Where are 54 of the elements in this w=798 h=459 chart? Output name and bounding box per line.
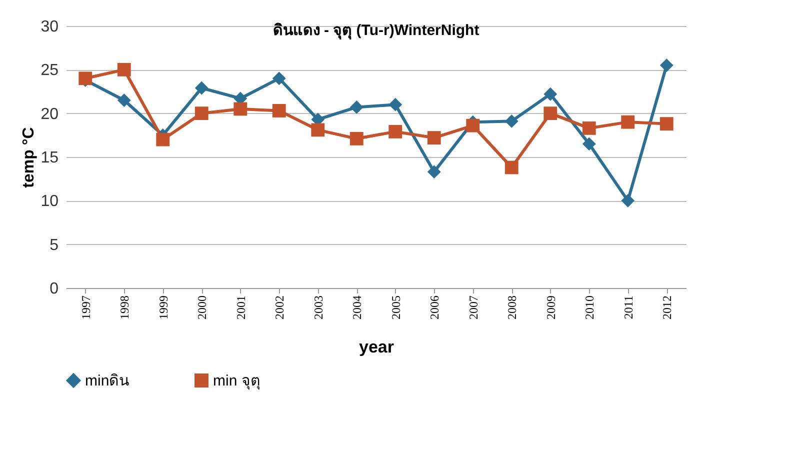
x-tick-label: 2011	[621, 296, 636, 320]
point	[621, 194, 635, 208]
x-tick-label: 1999	[156, 296, 170, 320]
point	[544, 106, 558, 120]
point	[504, 160, 518, 174]
point	[621, 115, 635, 129]
x-tick-label: 2005	[388, 296, 403, 320]
y-tick-label: 25	[40, 62, 59, 80]
y-tick-label: 30	[40, 18, 59, 36]
x-tick-label: 2009	[544, 296, 558, 320]
x-tick-label: 2010	[582, 296, 597, 320]
x-tick-label: 2004	[350, 296, 364, 320]
point	[388, 98, 402, 112]
point	[427, 131, 441, 144]
legend-label: minดิน	[85, 372, 130, 390]
y-tick-label: 15	[40, 150, 59, 166]
point	[117, 62, 131, 76]
point	[272, 72, 286, 86]
point	[311, 123, 325, 137]
point	[272, 104, 286, 118]
x-tick-label: 2008	[505, 296, 520, 320]
point	[582, 137, 596, 151]
y-tick-label: 20	[40, 106, 59, 123]
point	[350, 100, 364, 114]
point	[427, 165, 441, 179]
x-tick-label: 2007	[466, 296, 480, 320]
x-tick-label: 2003	[311, 296, 326, 320]
x-axis-title: year	[359, 338, 394, 356]
point	[660, 117, 674, 131]
x-tick-label: 2001	[234, 296, 248, 320]
y-tick-label: 5	[50, 236, 59, 254]
point	[388, 124, 402, 138]
point	[582, 121, 596, 135]
point	[117, 94, 131, 107]
legend-label: min จุตุ	[213, 372, 260, 391]
point	[194, 81, 208, 95]
x-tick-label: 1997	[78, 296, 93, 320]
y-tick-label: 10	[40, 193, 59, 210]
x-tick-label: 2006	[428, 296, 442, 320]
point	[466, 118, 480, 132]
x-tick-label: 1998	[118, 296, 132, 320]
point	[350, 132, 364, 146]
point	[504, 114, 518, 128]
chart-title: ดินแดง - จุตุ (Tu-r)WinterNight	[272, 21, 480, 40]
x-tick-label: 2000	[195, 296, 210, 320]
point	[544, 87, 558, 101]
y-axis-title: temp °C	[20, 126, 38, 188]
point	[660, 58, 674, 72]
y-tick-label: 0	[50, 280, 59, 298]
point	[234, 102, 248, 116]
x-tick-label: 2002	[272, 296, 287, 320]
point	[156, 132, 170, 146]
point	[194, 106, 208, 120]
x-tick-label: 2012	[660, 296, 674, 320]
